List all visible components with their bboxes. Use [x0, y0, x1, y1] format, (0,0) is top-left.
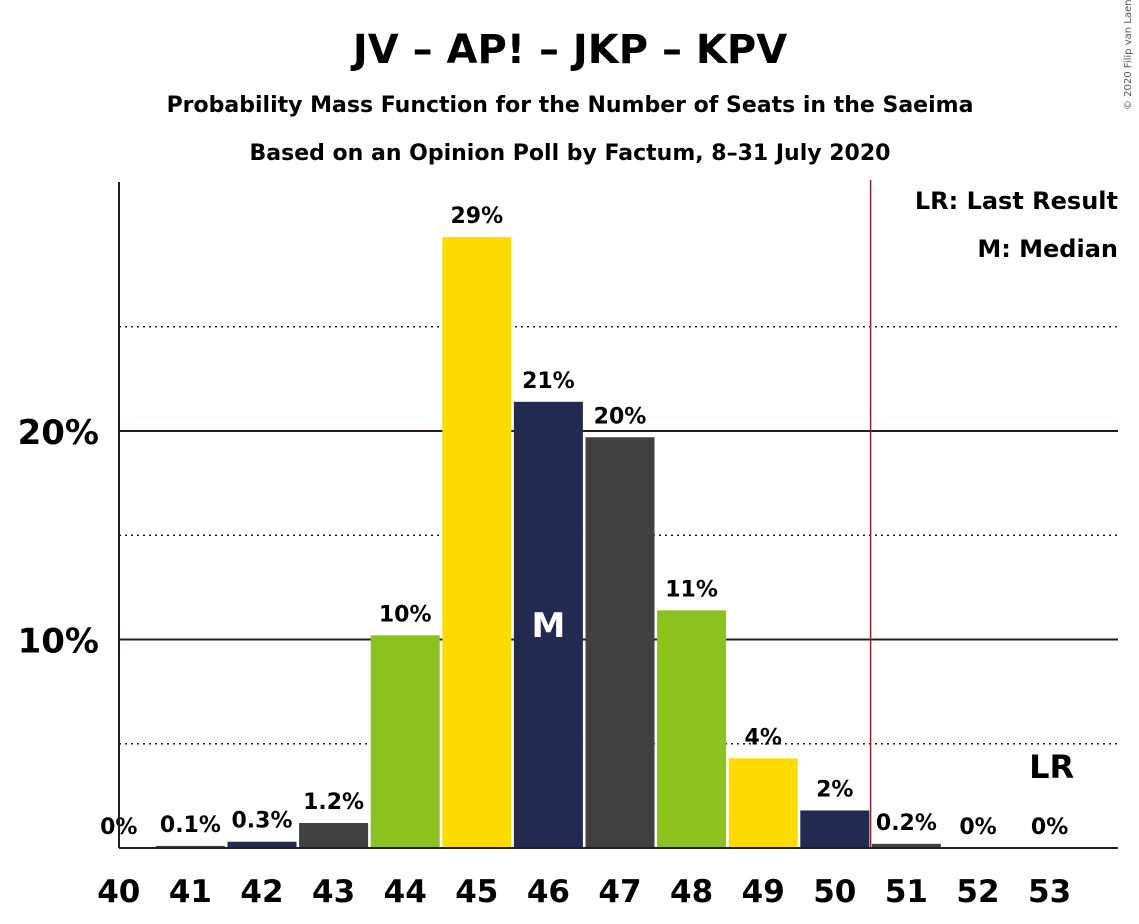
bar	[370, 635, 440, 848]
bar	[155, 845, 225, 848]
x-tick-label: 44	[384, 874, 427, 910]
bar	[299, 822, 369, 848]
x-tick-label: 45	[455, 874, 498, 910]
bars	[155, 237, 941, 849]
x-tick-label: 40	[97, 874, 140, 910]
data-label: 0.1%	[160, 813, 221, 838]
data-label: 2%	[816, 777, 853, 802]
chart-subtitle: Probability Mass Function for the Number…	[167, 93, 974, 118]
data-label: 1.2%	[303, 790, 364, 815]
x-tick-label: 52	[956, 874, 999, 910]
bar	[513, 401, 583, 848]
y-tick-label: 20%	[18, 413, 99, 453]
bar	[585, 437, 655, 848]
chart-subtitle-poll: Based on an Opinion Poll by Factum, 8–31…	[250, 141, 891, 166]
data-label: 11%	[665, 577, 718, 602]
last-result-marker: LR	[1029, 748, 1074, 786]
x-tick-label: 48	[670, 874, 713, 910]
x-tick-label: 46	[527, 874, 570, 910]
data-label: 20%	[594, 404, 647, 429]
x-tick-label: 49	[742, 874, 785, 910]
median-marker: M	[531, 606, 565, 646]
x-tick-label: 53	[1028, 874, 1071, 910]
x-tick-label: 43	[312, 874, 355, 910]
bar	[728, 758, 798, 848]
legend-last-result: LR: Last Result	[915, 187, 1118, 215]
legend-median: M: Median	[977, 235, 1118, 263]
data-label: 29%	[450, 204, 503, 229]
data-label: 4%	[745, 725, 782, 750]
x-tick-label: 42	[240, 874, 283, 910]
data-label: 0.3%	[231, 809, 292, 834]
x-tick-label: 47	[598, 874, 641, 910]
y-tick-label: 10%	[18, 622, 99, 662]
copyright-text: © 2020 Filip van Laenen	[1123, 0, 1134, 110]
data-label: 21%	[522, 369, 575, 394]
x-tick-label: 50	[813, 874, 856, 910]
data-label: 0.2%	[876, 811, 937, 836]
bar	[871, 843, 941, 848]
x-tick-label: 51	[885, 874, 928, 910]
bar	[800, 810, 870, 848]
bar	[657, 610, 727, 848]
bar	[227, 841, 297, 848]
data-label: 0%	[959, 815, 996, 840]
data-label: 10%	[379, 602, 432, 627]
x-tick-label: 41	[169, 874, 212, 910]
axes: 10% 20% 40 41 42 43 44 45 46 47 48 49 50 51 52 53	[18, 182, 1118, 910]
chart-title: JV – AP! – JKP – KPV	[350, 27, 787, 73]
data-labels: 0% 0.1% 0.3%1.2%10%29%21%20%11%4%2%0.2% 0% 0…	[100, 204, 1074, 840]
bar	[442, 237, 512, 849]
data-label: 0%	[1031, 815, 1068, 840]
